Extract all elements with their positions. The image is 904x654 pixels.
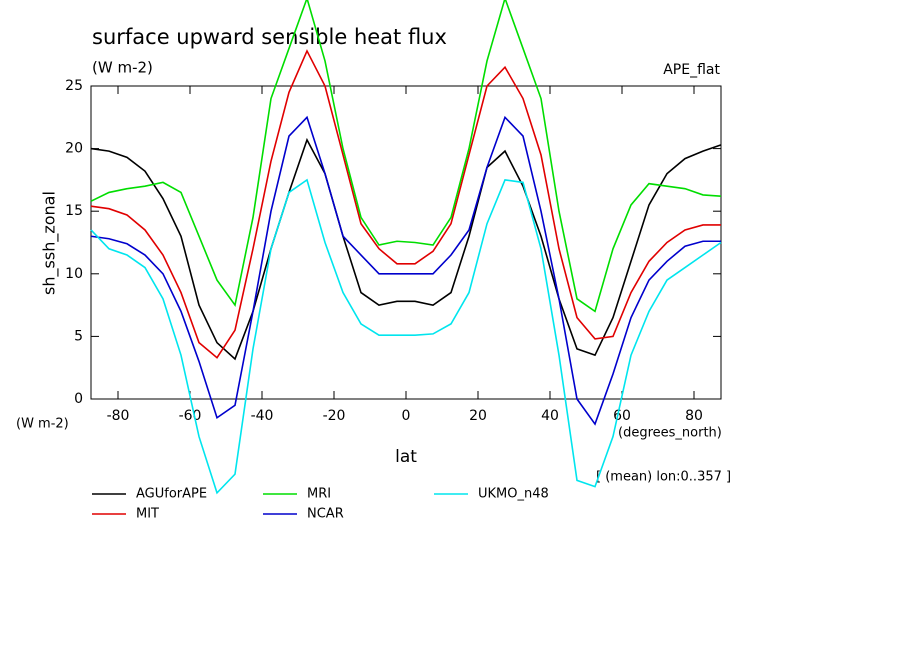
x-tick-label: 80 bbox=[685, 408, 703, 424]
legend-label: AGUforAPE bbox=[136, 487, 207, 502]
footnote: [ (mean) lon:0..357 ] bbox=[596, 470, 731, 485]
legend-label: UKMO_n48 bbox=[478, 487, 549, 502]
y-tick-label: 10 bbox=[65, 266, 83, 282]
y-tick-label: 15 bbox=[65, 203, 83, 219]
legend-label: NCAR bbox=[307, 507, 344, 522]
annotation: APE_flat bbox=[663, 62, 720, 78]
chart-subtitle: (W m-2) bbox=[92, 59, 153, 77]
y-unit: (W m-2) bbox=[16, 417, 69, 432]
x-unit: (degrees_north) bbox=[618, 426, 722, 441]
x-tick-label: 0 bbox=[402, 408, 411, 424]
series-line bbox=[90, 0, 722, 313]
x-tick-label: -80 bbox=[107, 408, 130, 424]
y-tick-label: 5 bbox=[74, 328, 83, 344]
y-tick-label: 20 bbox=[65, 141, 83, 157]
x-tick-label: -60 bbox=[179, 408, 202, 424]
legend-label: MRI bbox=[307, 487, 331, 502]
series-line bbox=[90, 115, 721, 426]
y-tick-label: 0 bbox=[74, 391, 83, 407]
x-tick-label: -40 bbox=[251, 408, 274, 424]
legend-label: MIT bbox=[136, 507, 159, 522]
x-tick-label: -20 bbox=[323, 408, 346, 424]
x-axis-label: lat bbox=[395, 447, 417, 467]
x-tick-label: 20 bbox=[469, 408, 487, 424]
x-tick-label: 40 bbox=[541, 408, 559, 424]
chart-title: surface upward sensible heat flux bbox=[92, 25, 447, 49]
x-tick-label: 60 bbox=[613, 408, 631, 424]
series-line bbox=[90, 49, 721, 359]
y-axis-label: sh_ssh_zonal bbox=[40, 191, 60, 295]
series-line bbox=[90, 178, 722, 495]
series-line bbox=[90, 137, 722, 361]
y-tick-label: 25 bbox=[65, 78, 83, 94]
